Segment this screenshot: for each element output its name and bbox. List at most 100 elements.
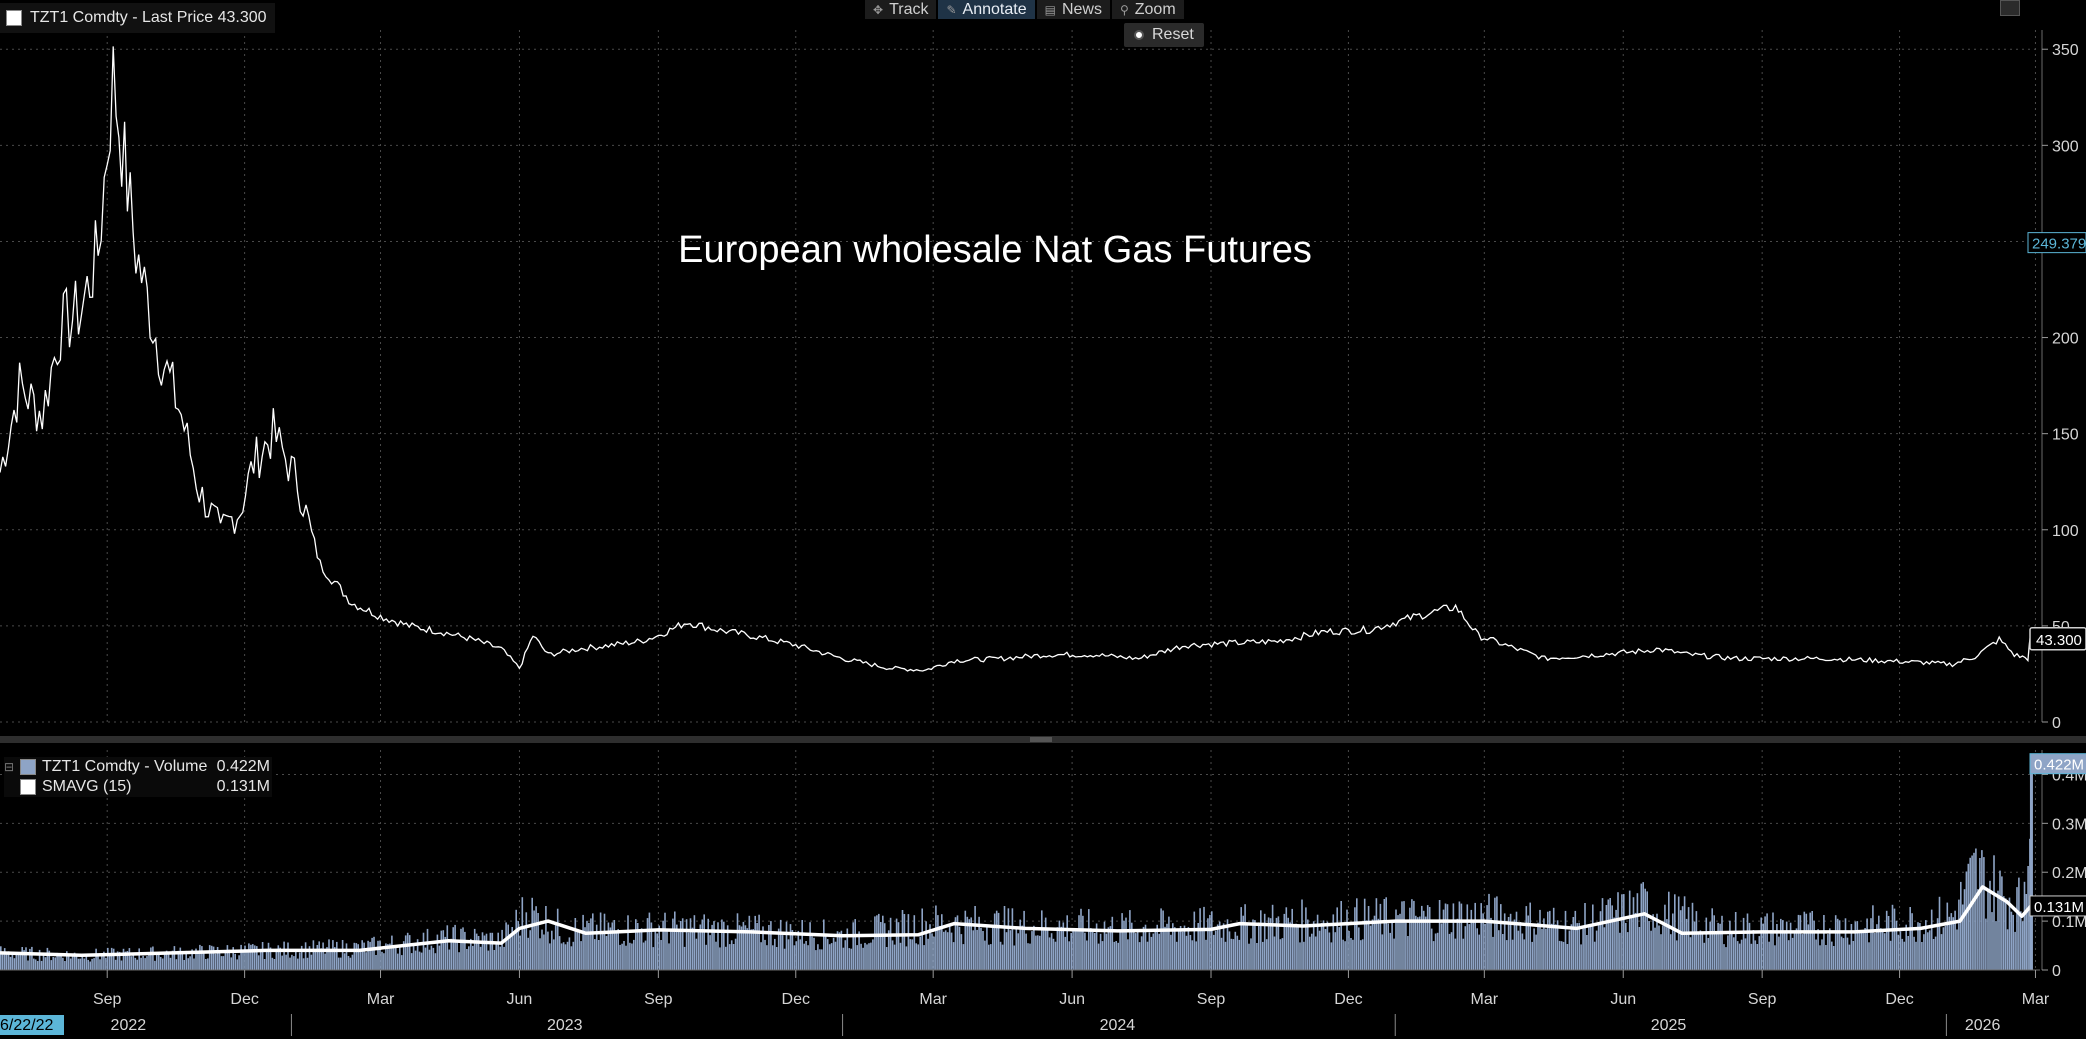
volume-bar <box>1150 936 1153 970</box>
volume-bar <box>64 961 66 970</box>
volume-bar <box>489 932 492 970</box>
volume-bar <box>77 958 80 970</box>
volume-bar <box>383 953 385 970</box>
volume-bar <box>395 947 397 970</box>
volume-bar <box>1646 891 1648 970</box>
volume-bar <box>990 944 992 970</box>
volume-bar <box>1498 930 1500 970</box>
last-price-tag <box>2029 627 2086 651</box>
volume-bar <box>623 941 625 970</box>
volume-bar <box>1831 941 1833 970</box>
volume-bar <box>595 924 598 970</box>
volume-bar <box>124 951 127 970</box>
volume-bar <box>1952 917 1954 970</box>
volume-bar <box>1995 921 1997 970</box>
volume-bar <box>1870 918 1872 970</box>
volume-bar <box>1440 923 1443 970</box>
volume-bar <box>300 945 303 970</box>
volume-bar <box>566 941 569 970</box>
volume-bar <box>978 916 980 970</box>
last-volume-label: 0.422M <box>2034 757 2084 774</box>
volume-bar <box>1144 924 1147 970</box>
volume-bar <box>1361 939 1364 970</box>
volume-bar <box>1187 927 1190 970</box>
volume-bar <box>629 942 631 970</box>
volume-bar <box>929 924 931 970</box>
zoom-button[interactable]: ⚲ Zoom <box>1111 0 1184 19</box>
tree-toggle-icon[interactable]: ⊟ <box>4 760 15 774</box>
volume-bar <box>1547 911 1549 970</box>
volume-bar <box>205 959 207 970</box>
volume-bar <box>1444 903 1447 970</box>
volume-bar <box>304 942 307 970</box>
volume-bar <box>774 938 776 970</box>
volume-bar <box>150 947 152 970</box>
volume-bar <box>1279 939 1282 970</box>
price-legend[interactable]: TZT1 Comdty - Last Price 43.300 <box>0 3 275 33</box>
volume-bar <box>224 952 227 970</box>
volume-bar <box>1858 930 1860 970</box>
volume-bar <box>1685 918 1688 970</box>
volume-legend-label: TZT1 Comdty - Volume <box>42 758 208 775</box>
reset-radio-icon <box>1134 30 1144 40</box>
volume-bar <box>310 954 313 970</box>
volume-bar <box>580 941 582 970</box>
volume-bar <box>1590 925 1592 970</box>
volume-bar <box>1911 913 1913 970</box>
volume-bar <box>590 918 592 970</box>
volume-bar <box>337 957 340 970</box>
track-button[interactable]: ✥ Track <box>865 0 937 19</box>
volume-bar <box>535 906 537 970</box>
volume-bar <box>379 940 381 970</box>
volume-bar <box>872 939 874 970</box>
volume-bar <box>1283 913 1286 970</box>
volume-bar <box>850 948 853 970</box>
volume-bar <box>293 956 295 970</box>
volume-bar <box>815 950 817 970</box>
volume-legend[interactable]: ⊟ TZT1 Comdty - Volume 0.422M SMAVG (15)… <box>4 757 272 797</box>
annotate-button[interactable]: ✎ Annotate <box>938 0 1035 19</box>
volume-bar <box>1352 939 1354 970</box>
volume-bar <box>31 946 33 970</box>
volume-bar <box>997 912 1000 970</box>
volume-bar <box>279 947 281 970</box>
volume-bar <box>291 954 293 970</box>
volume-bar <box>1093 933 1096 970</box>
volume-bar <box>208 945 211 970</box>
annotate-label: Annotate <box>962 0 1027 18</box>
volume-bar <box>772 945 774 970</box>
volume-bar <box>1295 923 1297 970</box>
volume-bar <box>357 944 359 970</box>
volume-bar <box>257 955 260 970</box>
volume-bar <box>826 939 829 970</box>
reset-button[interactable]: Reset <box>1124 23 1204 47</box>
volume-bar <box>234 953 236 970</box>
volume-bar <box>1146 941 1149 970</box>
volume-bar <box>1975 848 1977 970</box>
panel-options-button[interactable] <box>2000 0 2020 16</box>
volume-bar <box>1860 931 1862 970</box>
volume-bar <box>399 945 401 970</box>
volume-bar <box>1001 944 1004 970</box>
volume-bar <box>909 939 912 970</box>
volume-bar <box>175 959 178 970</box>
volume-bar <box>631 943 633 970</box>
panel-resize-handle[interactable] <box>1030 737 1052 742</box>
volume-bar <box>2014 931 2016 970</box>
volume-bar <box>807 945 809 970</box>
volume-bar <box>999 941 1002 970</box>
volume-bar <box>277 945 280 970</box>
volume-bar <box>1626 932 1629 970</box>
volume-bar <box>1348 931 1350 970</box>
x-axis-month-label: Mar <box>2022 991 2050 1008</box>
volume-bar <box>1088 909 1090 970</box>
volume-bar <box>1484 923 1486 970</box>
volume-bar <box>1101 941 1104 970</box>
volume-bar <box>2008 897 2011 970</box>
volume-bar <box>216 947 219 970</box>
volume-bar <box>1948 916 1951 970</box>
news-button[interactable]: ▤ News <box>1036 0 1110 19</box>
volume-bar <box>1979 858 1981 970</box>
volume-bar <box>1346 909 1348 970</box>
volume-bar <box>1496 896 1498 970</box>
